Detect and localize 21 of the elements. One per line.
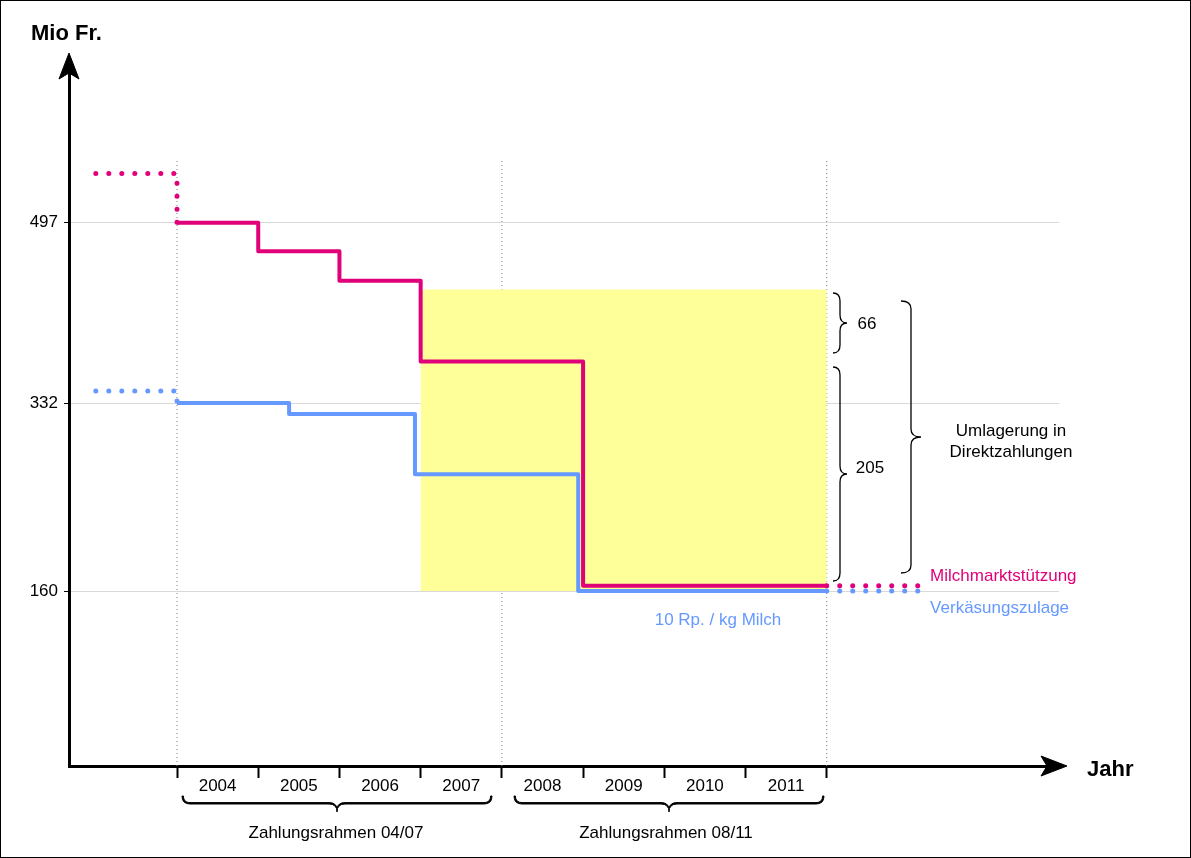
series-label: Verkäsungszulage	[930, 597, 1070, 617]
x-tick-label: 2008	[523, 775, 562, 795]
x-axis-title: Jahr	[1087, 756, 1134, 782]
x-tick-label: 2006	[361, 775, 399, 795]
y-tick-label: 497	[29, 212, 58, 232]
x-tick-label: 2004	[198, 775, 237, 795]
x-tick-label: 2010	[685, 775, 724, 795]
series-label: Milchmarktstützung	[930, 566, 1077, 586]
annotation: 66	[857, 313, 877, 333]
x-tick-label: 2005	[279, 775, 318, 795]
x-tick-label: 2011	[767, 775, 805, 795]
x-tick-label: 2009	[604, 775, 643, 795]
y-tick-label: 160	[29, 580, 58, 600]
annotation: 10 Rp. / kg Milch	[654, 609, 782, 629]
text: Zahlungsrahmen 08/11	[579, 822, 753, 842]
y-tick-label: 332	[29, 392, 58, 412]
annotation: 205	[855, 457, 885, 477]
text: Zahlungsrahmen 04/07	[248, 822, 424, 842]
annotation: Umlagerung in Direktzahlungen	[949, 421, 1073, 462]
y-axis-title: Mio Fr.	[31, 20, 102, 46]
x-tick-label: 2007	[442, 775, 481, 795]
